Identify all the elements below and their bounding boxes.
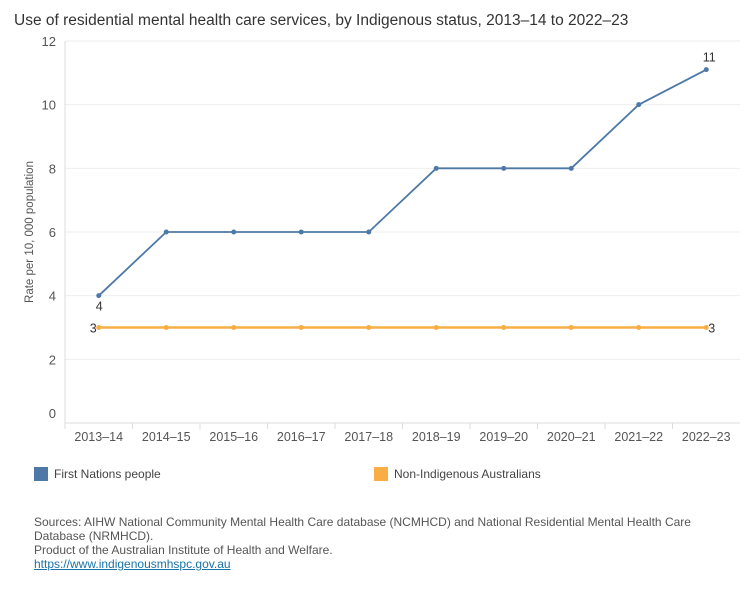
x-tick-label: 2018–19 [412,430,461,444]
legend-item-non-indigenous[interactable]: Non-Indigenous Australians [374,467,541,481]
data-label: 3 [90,322,97,336]
data-point [568,165,574,171]
data-point [703,67,709,73]
data-point [298,229,304,235]
data-point [366,325,372,330]
data-point [703,325,709,330]
x-tick-label: 2016–17 [277,430,326,444]
legend-swatch [374,467,388,481]
data-point [231,325,237,330]
x-tick-label: 2015–16 [209,430,258,444]
x-tick-label: 2021–22 [614,430,663,444]
data-point [163,325,169,330]
y-tick-label: 12 [42,34,56,49]
x-tick-label: 2013–14 [74,430,123,444]
y-tick-label: 8 [49,161,56,176]
data-point [163,229,169,235]
line-chart: 0 2 4 6 8 10 12 2013–14 2014–15 2015–16 2016–17 201… [24,34,740,444]
data-point [501,165,507,171]
sources-text: Sources: AIHW National Community Mental … [34,515,691,543]
data-point [636,102,642,108]
legend-item-first-nations[interactable]: First Nations people [34,467,161,481]
y-tick-label: 10 [42,98,56,113]
data-label: 4 [96,300,103,314]
data-point [366,229,372,235]
sources-note: Sources: AIHW National Community Mental … [34,515,734,571]
y-tick-label: 0 [49,406,56,421]
data-point [231,229,237,235]
y-tick-label: 4 [49,289,56,304]
legend-label: First Nations people [54,467,161,481]
y-axis-label: Rate per 10, 000 population [24,161,36,303]
data-point [96,293,102,299]
data-label: 11 [703,51,716,65]
x-tick-label: 2017–18 [344,430,393,444]
data-point [501,325,507,330]
y-tick-label: 6 [49,225,56,240]
x-tick-label: 2014–15 [142,430,191,444]
data-point [433,325,439,330]
data-point [568,325,574,330]
data-point [433,165,439,171]
x-tick-label: 2019–20 [479,430,528,444]
data-point [636,325,642,330]
data-point [298,325,304,330]
y-tick-label: 2 [49,352,56,367]
data-point [96,325,102,330]
data-label: 3 [708,322,715,336]
legend-label: Non-Indigenous Australians [394,467,541,481]
x-tick-label: 2020–21 [547,430,596,444]
chart-title: Use of residential mental health care se… [14,12,629,29]
website-link[interactable]: https://www.indigenousmhspc.gov.au [34,557,231,571]
legend-swatch [34,467,48,481]
x-tick-label: 2022–23 [682,430,731,444]
product-text: Product of the Australian Institute of H… [34,543,333,557]
series-line [98,68,707,297]
